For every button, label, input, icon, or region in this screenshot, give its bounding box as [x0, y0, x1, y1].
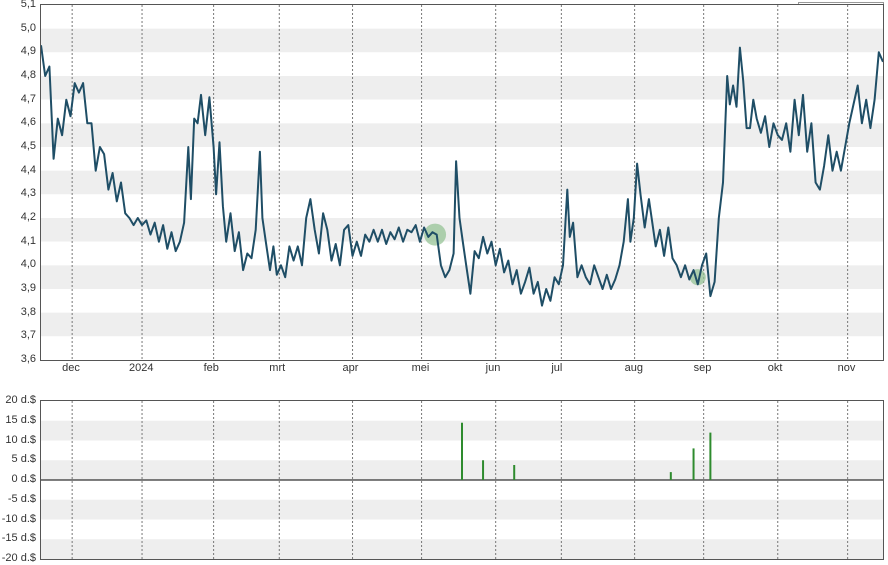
volume-chart-svg — [41, 401, 883, 559]
volume-y-tick: 5 d.$ — [12, 453, 36, 465]
volume-y-tick: 10 d.$ — [5, 434, 36, 446]
price-y-tick: 4,2 — [21, 211, 36, 223]
price-chart-svg — [41, 5, 883, 360]
volume-y-tick: -5 d.$ — [8, 493, 36, 505]
price-y-tick: 4,8 — [21, 69, 36, 81]
volume-y-tick: 20 d.$ — [5, 394, 36, 406]
price-y-tick: 5,1 — [21, 0, 36, 10]
volume-y-tick: -10 d.$ — [2, 513, 36, 525]
price-y-tick: 4,0 — [21, 258, 36, 270]
price-y-tick: 4,3 — [21, 187, 36, 199]
x-tick: aug — [625, 362, 643, 374]
price-y-tick: 5,0 — [21, 22, 36, 34]
price-y-tick: 4,7 — [21, 93, 36, 105]
x-tick: jul — [551, 362, 562, 374]
x-tick: nov — [838, 362, 856, 374]
price-y-tick: 3,6 — [21, 353, 36, 365]
price-chart-panel — [40, 4, 884, 361]
x-tick: apr — [343, 362, 359, 374]
price-y-tick: 4,9 — [21, 45, 36, 57]
volume-y-tick: 0 d.$ — [12, 473, 36, 485]
volume-y-tick: 15 d.$ — [5, 414, 36, 426]
x-tick: 2024 — [129, 362, 153, 374]
x-tick: sep — [694, 362, 712, 374]
price-y-tick: 4,6 — [21, 116, 36, 128]
price-y-tick: 4,4 — [21, 164, 36, 176]
volume-y-tick: -15 d.$ — [2, 532, 36, 544]
x-tick: okt — [768, 362, 783, 374]
x-tick: dec — [62, 362, 80, 374]
volume-chart-panel — [40, 400, 884, 560]
chart-container: (c) Trivano.com 5,15,04,94,84,74,64,54,4… — [0, 0, 888, 565]
price-y-tick: 4,1 — [21, 235, 36, 247]
x-tick: feb — [204, 362, 219, 374]
x-tick: mei — [412, 362, 430, 374]
price-y-tick: 3,9 — [21, 282, 36, 294]
price-y-tick: 3,8 — [21, 306, 36, 318]
x-tick: mrt — [269, 362, 285, 374]
x-tick: jun — [486, 362, 501, 374]
price-y-tick: 4,5 — [21, 140, 36, 152]
volume-y-tick: -20 d.$ — [2, 552, 36, 564]
price-y-tick: 3,7 — [21, 329, 36, 341]
